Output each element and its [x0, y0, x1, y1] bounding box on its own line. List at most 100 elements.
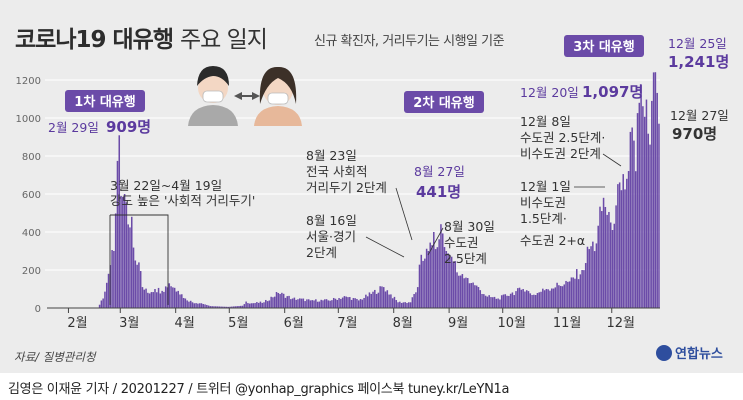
daily-bar: [120, 195, 122, 308]
daily-bar: [220, 306, 222, 308]
peak1-date: 2월 29일: [48, 120, 99, 135]
daily-bar: [331, 300, 333, 308]
daily-bar: [359, 299, 362, 308]
dec20-date: 12월 20일: [520, 85, 579, 100]
daily-bar: [159, 293, 162, 308]
x-tick-label: 9월: [448, 316, 468, 331]
daily-bar: [626, 178, 628, 308]
aug16-line2: 서울·경기: [306, 229, 356, 244]
aug16-line1: 8월 16일: [306, 213, 357, 228]
daily-bar: [499, 299, 501, 308]
daily-bar: [472, 282, 474, 308]
daily-bar: [520, 289, 523, 308]
daily-bar: [404, 302, 406, 308]
x-tick-label: 7월: [337, 316, 357, 331]
daily-bar: [558, 285, 560, 308]
daily-bar: [406, 302, 408, 308]
daily-bar: [470, 283, 473, 308]
daily-bar: [223, 306, 226, 308]
daily-bar: [656, 92, 658, 308]
chart-canvas: 0 200 400 600 800 1000 1200 2월 3월 4월 5월 6월 7월 8월 9월 10…: [16, 35, 729, 331]
daily-bar: [266, 301, 269, 308]
daily-bar: [449, 254, 451, 308]
daily-bar: [252, 303, 255, 308]
daily-bar: [425, 248, 428, 308]
daily-bar: [642, 106, 644, 308]
daily-bar: [250, 303, 253, 308]
daily-bar: [272, 297, 274, 308]
daily-bar: [195, 303, 197, 308]
x-tick-label: 4월: [175, 316, 195, 331]
daily-bar: [652, 72, 655, 309]
daily-bar: [324, 299, 326, 308]
daily-bar: [345, 296, 347, 308]
daily-bar: [114, 213, 117, 308]
daily-bar: [273, 296, 276, 308]
daily-bar: [98, 304, 101, 308]
daily-bar: [402, 302, 405, 308]
daily-bar: [275, 291, 278, 308]
daily-bar: [232, 306, 235, 308]
daily-bar: [463, 278, 465, 308]
daily-bar: [300, 298, 303, 308]
daily-bar: [309, 300, 312, 308]
daily-bar: [127, 224, 129, 308]
daily-bar: [370, 293, 372, 308]
daily-bar: [366, 296, 369, 308]
daily-bar: [513, 295, 515, 308]
daily-bar: [576, 269, 578, 308]
daily-bar: [179, 294, 181, 308]
daily-bar: [375, 293, 378, 308]
daily-bar: [204, 304, 206, 308]
dec25-date: 12월 25일: [668, 36, 727, 51]
dec1-line1: 12월 1일: [520, 179, 571, 194]
daily-bar: [100, 300, 103, 308]
daily-bar: [420, 254, 423, 308]
daily-bar: [441, 233, 444, 308]
aug30-leader: [427, 227, 444, 256]
daily-bar: [536, 293, 539, 308]
footer: [0, 373, 743, 400]
aug30-line1: 8월 30일: [444, 219, 495, 234]
yonhap-logo: 연합뉴스: [656, 343, 723, 362]
daily-bar: [307, 299, 310, 308]
daily-bar: [474, 285, 476, 308]
daily-bar: [645, 99, 648, 308]
daily-bar: [143, 289, 146, 308]
y-tick-label: 1200: [16, 76, 41, 87]
daily-bar: [640, 85, 642, 308]
daily-bar: [356, 298, 358, 308]
daily-bar: [102, 298, 104, 308]
daily-bar: [350, 299, 353, 308]
distancing1-line1: 3월 22일~4월 19일: [110, 178, 222, 193]
daily-bar: [518, 287, 521, 308]
x-tick-label: 3월: [119, 316, 139, 331]
daily-bar: [429, 242, 431, 308]
daily-bar: [475, 285, 478, 308]
daily-bar: [584, 263, 587, 308]
daily-bar: [613, 223, 616, 308]
daily-bar: [538, 292, 540, 308]
badge-wave-2: 2차 대유행: [404, 91, 484, 113]
x-tick-label: 12월: [606, 316, 635, 331]
daily-bar: [408, 302, 410, 308]
y-tick-label: 400: [22, 228, 41, 239]
daily-bar: [533, 294, 535, 308]
daily-bar: [416, 287, 419, 308]
daily-bar: [270, 296, 272, 308]
daily-bar: [368, 292, 371, 308]
daily-bar: [284, 297, 287, 308]
daily-bar: [229, 306, 231, 308]
daily-bar: [173, 287, 176, 308]
daily-bar: [574, 278, 576, 308]
daily-bar: [409, 302, 412, 308]
dec8-line1: 12월 8일: [520, 114, 571, 129]
daily-bar: [534, 295, 537, 308]
daily-bar: [256, 302, 258, 308]
aug30-line2: 수도권: [444, 235, 479, 250]
svg-text:3차 대유행: 3차 대유행: [573, 39, 634, 55]
daily-bar: [581, 270, 583, 308]
aug30-line3: 2.5단계: [444, 251, 487, 266]
daily-bar: [438, 239, 440, 308]
daily-bar: [157, 287, 160, 308]
